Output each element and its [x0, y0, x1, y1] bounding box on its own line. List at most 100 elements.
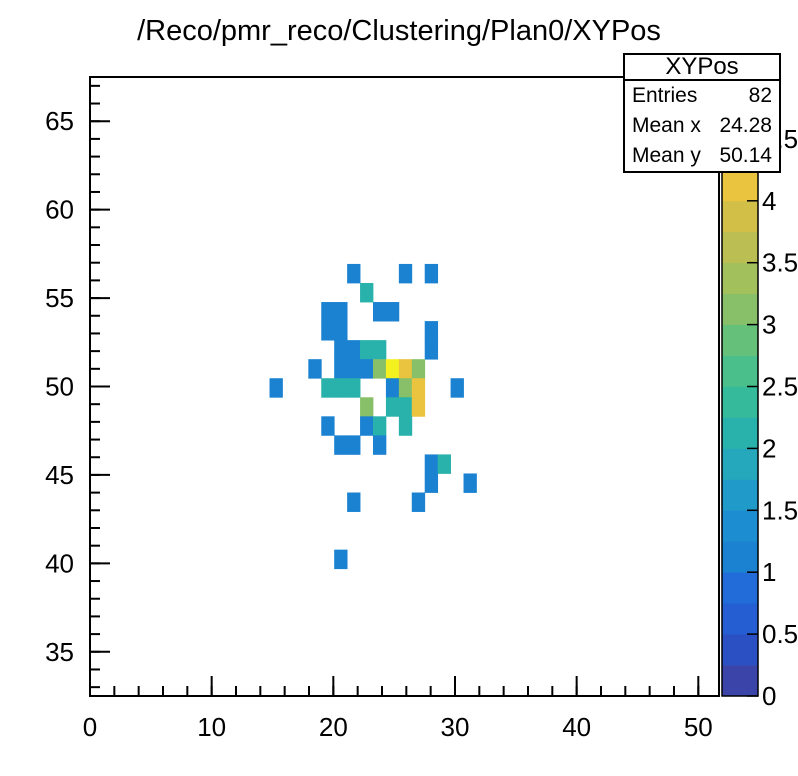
y-axis-tick-label: 55 — [45, 283, 74, 313]
histogram-bin — [347, 263, 361, 284]
palette-tick-label: 3.5 — [762, 248, 798, 278]
histogram-bin — [424, 263, 439, 284]
histogram-bin — [334, 340, 348, 360]
stats-rows: Entries 82 Mean x 24.28 Mean y 50.14 — [625, 81, 779, 171]
histogram-bin — [385, 359, 400, 379]
histogram-bin — [321, 321, 335, 341]
stats-box-title: XYPos — [625, 55, 779, 81]
y-axis-tick-label: 60 — [45, 195, 74, 225]
palette-band — [722, 479, 758, 511]
histogram-bin — [347, 435, 361, 455]
histogram-bin — [385, 378, 400, 398]
histogram-bin — [360, 340, 374, 360]
histogram-bin — [347, 359, 361, 379]
palette-band — [722, 355, 758, 387]
x-axis-tick-label: 50 — [684, 712, 713, 742]
palette-tick-label: 3 — [762, 310, 776, 340]
histogram-bin — [321, 416, 335, 436]
stats-row-mean-y: Mean y 50.14 — [625, 141, 779, 171]
x-axis-tick-label: 40 — [562, 712, 591, 742]
palette-tick-label: 4 — [762, 186, 776, 216]
histogram-bin — [334, 321, 348, 341]
histogram-bin — [437, 454, 451, 474]
palette-tick-label: 2 — [762, 433, 776, 463]
palette-band — [722, 262, 758, 295]
histogram-bin — [398, 359, 413, 379]
palette-band — [722, 510, 758, 542]
histogram-bin — [398, 397, 413, 417]
stats-label: Mean x — [632, 114, 701, 137]
palette-band — [722, 293, 758, 325]
palette-band — [722, 603, 758, 635]
histogram-bin — [372, 340, 387, 360]
histogram-bin — [360, 359, 374, 379]
histogram-bin — [360, 397, 374, 417]
palette-tick-label: 1.5 — [762, 495, 798, 525]
histogram-bin — [463, 473, 477, 493]
histogram-bin — [321, 378, 335, 398]
histogram-bin — [398, 416, 413, 436]
palette-band — [722, 665, 758, 697]
palette-tick-label: 0 — [762, 681, 776, 711]
histogram-bin — [347, 492, 361, 512]
histogram-bin — [424, 473, 439, 493]
histogram-bin — [372, 359, 387, 379]
histogram-bin — [385, 302, 400, 322]
y-axis-tick-label: 35 — [45, 637, 74, 667]
stats-box: XYPos Entries 82 Mean x 24.28 Mean y 50.… — [623, 53, 781, 173]
stats-value: 82 — [748, 84, 772, 107]
histogram-bin — [360, 282, 374, 303]
x-axis-tick-label: 30 — [441, 712, 470, 742]
histogram-bin — [411, 359, 426, 379]
stats-value: 24.28 — [719, 114, 772, 137]
stats-label: Mean y — [632, 144, 701, 167]
palette-tick-label: 2.5 — [762, 372, 798, 402]
histogram-bin — [347, 340, 361, 360]
histogram-bin — [334, 549, 348, 570]
palette-band — [722, 541, 758, 573]
histogram-bin — [411, 397, 426, 417]
histogram-bin — [360, 416, 374, 436]
histogram-bin — [321, 302, 335, 322]
y-axis-tick-label: 50 — [45, 372, 74, 402]
palette-band — [722, 386, 758, 418]
histogram-bin — [372, 302, 387, 322]
palette-band — [722, 324, 758, 356]
histogram-bin — [334, 302, 348, 322]
x-axis-tick-label: 0 — [83, 712, 97, 742]
histogram-bin — [372, 416, 387, 436]
histogram-bin — [424, 321, 439, 341]
histogram-bin — [424, 454, 439, 474]
histogram-bin — [424, 340, 439, 360]
palette-tick-label: 1 — [762, 557, 776, 587]
histogram-bin — [411, 492, 426, 512]
palette-band — [722, 231, 758, 264]
histogram-bin — [308, 359, 322, 379]
palette-band — [722, 634, 758, 666]
histogram-bin — [372, 435, 387, 455]
palette-band — [722, 572, 758, 604]
y-axis-tick-label: 40 — [45, 548, 74, 578]
histogram-bin — [269, 378, 283, 398]
stats-value: 50.14 — [719, 144, 772, 167]
palette-tick-label: 0.5 — [762, 619, 798, 649]
histogram-bin — [334, 378, 348, 398]
histogram-bin — [385, 397, 400, 417]
histogram-bin — [347, 378, 361, 398]
palette-band — [722, 200, 758, 233]
histogram-bin — [411, 378, 426, 398]
stats-row-mean-x: Mean x 24.28 — [625, 111, 779, 141]
histogram-bin — [334, 359, 348, 379]
histogram-bin — [450, 378, 464, 398]
x-axis-tick-label: 10 — [197, 712, 226, 742]
histogram-bin — [398, 263, 413, 284]
y-axis-tick-label: 45 — [45, 460, 74, 490]
palette-band — [722, 448, 758, 480]
stats-label: Entries — [632, 84, 698, 107]
palette-band — [722, 169, 758, 202]
palette-band — [722, 417, 758, 449]
histogram-bin — [334, 435, 348, 455]
histogram-bin — [398, 378, 413, 398]
y-axis-tick-label: 65 — [45, 106, 74, 136]
